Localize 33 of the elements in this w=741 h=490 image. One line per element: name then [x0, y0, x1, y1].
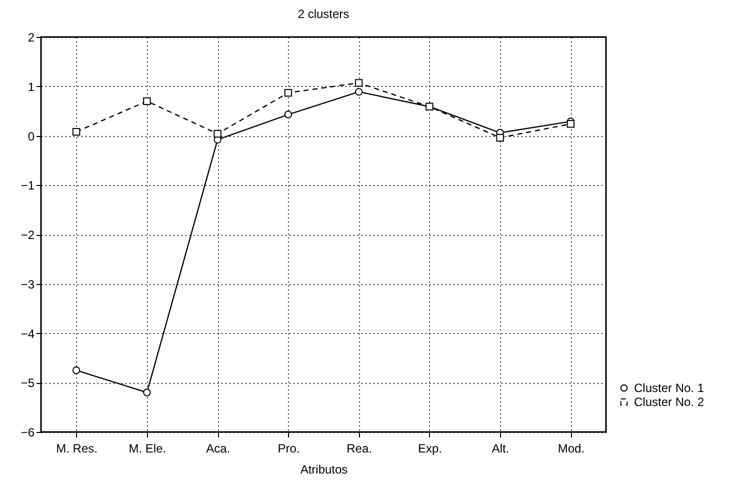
point — [284, 88, 292, 97]
y-tick-label: −5 — [20, 376, 35, 390]
y-tick-label: 0 — [28, 129, 35, 144]
chart-title: 2 clusters — [298, 7, 350, 21]
x-tick-label: Pro. — [278, 442, 300, 456]
point — [354, 88, 363, 96]
y-tick-label: −1 — [20, 178, 35, 193]
point — [496, 134, 504, 142]
y-tick-label: −4 — [20, 326, 35, 341]
y-tick-label: −6 — [20, 426, 35, 440]
x-tick-label: M. Ele. — [128, 442, 166, 456]
x-tick-label: Rea. — [346, 442, 372, 456]
legend-label: Cluster No. 2 — [634, 395, 704, 409]
x-tick-label: Exp. — [418, 442, 442, 456]
point — [143, 97, 151, 106]
y-tick-label: −3 — [20, 277, 35, 292]
point — [214, 130, 222, 138]
point — [143, 388, 151, 396]
x-tick-label: Mod. — [558, 442, 585, 456]
y-tick-label: −2 — [20, 228, 35, 242]
point — [72, 128, 80, 136]
x-tick-label: M. Res. — [56, 442, 98, 456]
y-tick-label: 1 — [28, 80, 35, 94]
point — [354, 79, 363, 87]
y-tick-label: 2 — [28, 30, 35, 44]
point — [426, 102, 434, 110]
legend-label: Cluster No. 1 — [634, 381, 704, 395]
x-axis-title: Atributos — [300, 462, 348, 476]
point — [566, 120, 575, 128]
x-tick-label: Aca. — [206, 442, 230, 456]
point — [72, 366, 80, 374]
x-tick-label: Alt. — [492, 442, 510, 456]
point — [284, 110, 292, 118]
